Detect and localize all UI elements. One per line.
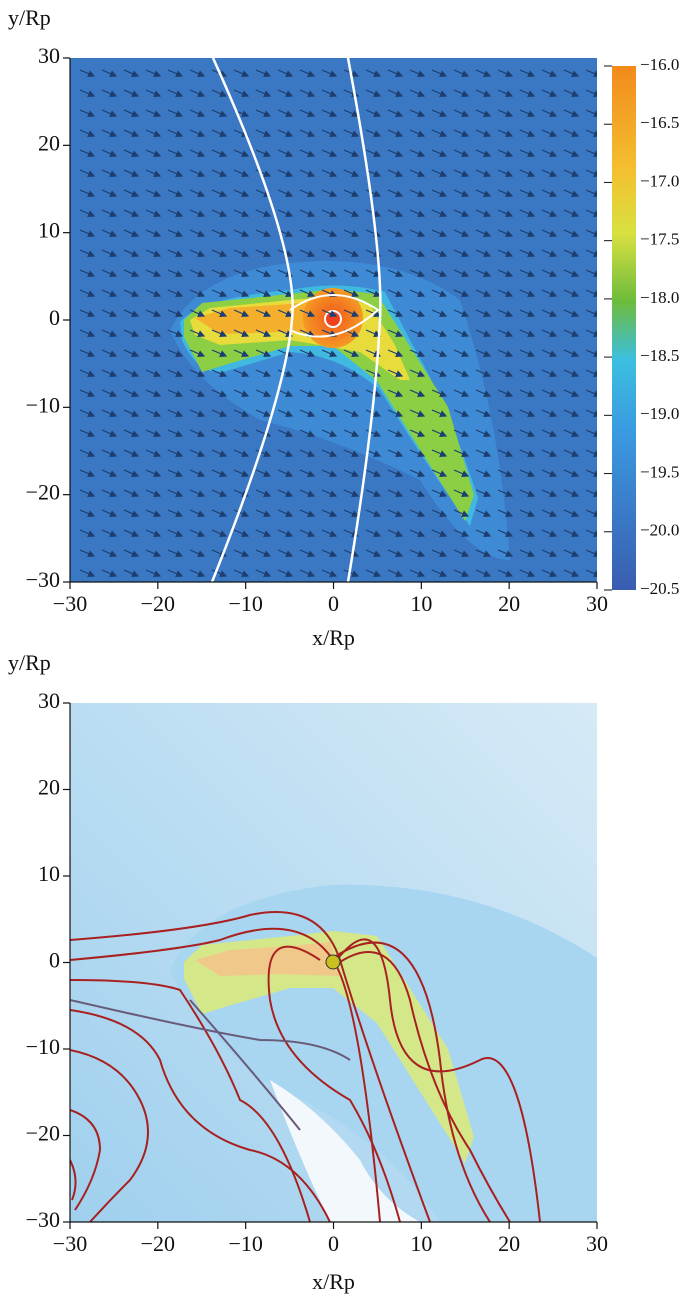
y-tick-label: 20: [38, 775, 60, 800]
colorbar-tick-label: −18.0: [640, 288, 679, 307]
colorbar-tick-label: −20.0: [640, 521, 679, 540]
x-tick-label: −30: [53, 591, 87, 616]
y-tick-label: −20: [26, 1121, 60, 1146]
density-map: [70, 58, 600, 582]
colorbar-tick-label: −20.5: [640, 579, 679, 598]
x-tick-label: 0: [328, 591, 339, 616]
x-tick-label: 20: [498, 1231, 520, 1256]
x-tick-label: 20: [498, 591, 520, 616]
y-tick-label: 0: [49, 305, 60, 330]
colorbar-tick-label: −16.5: [640, 113, 679, 132]
y-tick-label: −30: [26, 567, 60, 592]
x-tick-label: 10: [410, 1231, 432, 1256]
colorbar: [612, 66, 636, 590]
y-tick-label: −30: [26, 1207, 60, 1232]
x-tick-label: −20: [141, 1231, 175, 1256]
x-tick-label: −30: [53, 1231, 87, 1256]
x-tick-label: −10: [228, 1231, 262, 1256]
y-tick-label: 10: [38, 218, 60, 243]
y-tick-label: −10: [26, 1034, 60, 1059]
y-tick-label: 30: [38, 688, 60, 713]
colorbar-tick-label: −19.5: [640, 462, 679, 481]
y-tick-label: 30: [38, 43, 60, 68]
y-tick-label: 0: [49, 948, 60, 973]
field-map: [70, 703, 600, 1222]
x-axis-label: x/Rp: [312, 1269, 355, 1294]
x-tick-label: 30: [586, 591, 608, 616]
y-tick-label: −10: [26, 392, 60, 417]
figure: −30 −20 −10 0 10 20 30 −30 −20 −10 0 10 20 30 x/Rp y/Rp…: [0, 0, 690, 1299]
y-axis-label: y/Rp: [8, 5, 51, 30]
y-tick-label: 20: [38, 130, 60, 155]
x-tick-label: 30: [586, 1231, 608, 1256]
y-tick-label: −20: [26, 480, 60, 505]
colorbar-tick-label: −17.0: [640, 171, 679, 190]
y-axis-label: y/Rp: [8, 650, 51, 675]
x-tick-label: −10: [228, 591, 262, 616]
colorbar-tick-label: −16.0: [640, 55, 679, 74]
x-tick-label: 10: [410, 591, 432, 616]
x-axis-label: x/Rp: [312, 625, 355, 650]
x-tick-label: −20: [141, 591, 175, 616]
y-tick-label: 10: [38, 861, 60, 886]
colorbar-tick-label: −18.5: [640, 346, 679, 365]
x-tick-label: 0: [328, 1231, 339, 1256]
colorbar-tick-label: −19.0: [640, 404, 679, 423]
colorbar-tick-label: −17.5: [640, 230, 679, 249]
planet: [326, 955, 340, 969]
planet: [325, 311, 341, 327]
